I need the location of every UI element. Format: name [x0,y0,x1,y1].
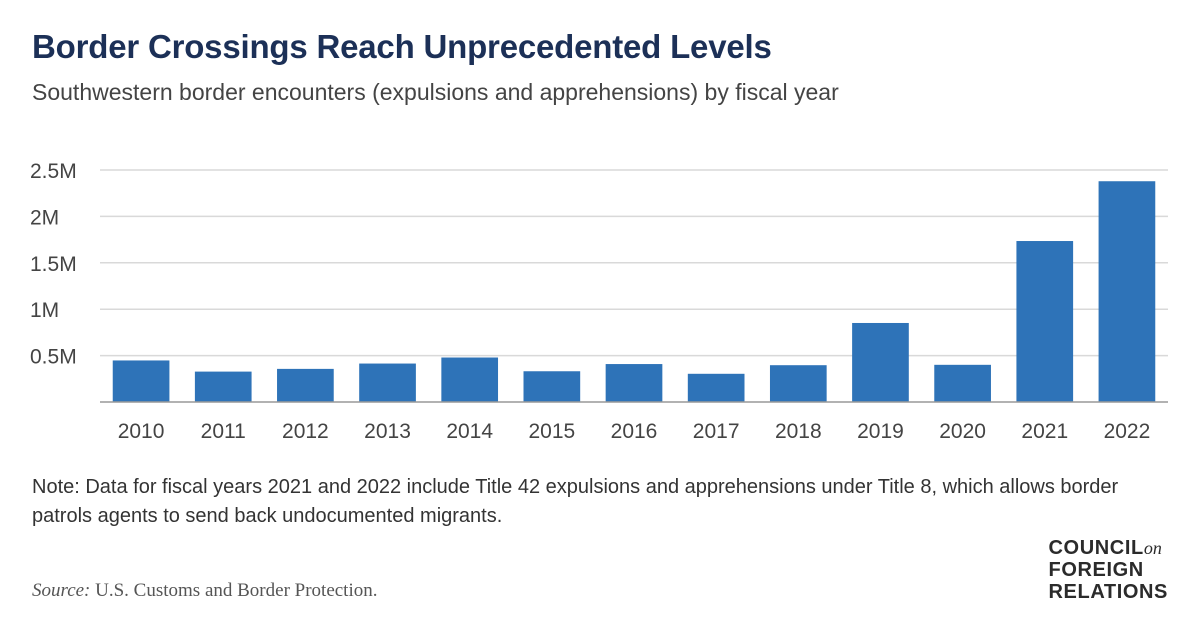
chart-note: Note: Data for fiscal years 2021 and 202… [32,476,1119,527]
x-tick-label: 2014 [446,420,493,443]
chart-title: Border Crossings Reach Unprecedented Lev… [32,28,772,65]
x-tick-label: 2012 [282,420,329,443]
x-tick-label: 2018 [775,420,822,443]
bar [277,368,334,402]
source-label: Source: [32,580,91,601]
x-tick-label: 2011 [201,420,246,443]
x-tick-label: 2010 [118,420,165,443]
logo-on: on [1143,538,1162,558]
bar [441,357,499,402]
source-text: U.S. Customs and Border Protection. [95,580,378,601]
x-tick-label: 2017 [693,420,740,443]
logo-line-relations: RELATIONS [1048,581,1168,603]
y-tick-label: 1.5M [30,253,77,276]
logo-line-foreign: FOREIGN [1048,559,1144,581]
bar [359,363,416,402]
cfr-logo: COUNCILon FOREIGN RELATIONS [1049,537,1168,603]
chart-subtitle: Southwestern border encounters (expulsio… [32,79,839,105]
y-tick-label: 2.5M [30,160,77,183]
bar [769,365,827,402]
bar [523,371,581,402]
bar [194,371,252,402]
y-tick-label: 1M [30,299,59,322]
y-tick-label: 0.5M [30,346,77,369]
x-tick-label: 2016 [611,420,658,443]
y-tick-label: 2M [30,206,59,229]
x-tick-label: 2022 [1104,420,1151,443]
x-tick-label: 2015 [528,420,575,443]
bar [112,360,170,402]
bar [1016,241,1074,402]
bar [687,373,745,402]
source-line: Source: U.S. Customs and Border Protecti… [32,580,378,602]
x-tick-label: 2020 [939,420,986,443]
bar [605,364,663,402]
bar [934,364,991,402]
bar-chart: 0.5M 1M 1.5M 2M 2.5M 2010 2011 2012 2013 2014 2015… [30,160,1168,443]
x-tick-label: 2013 [364,420,411,443]
x-tick-label: 2019 [857,420,904,443]
logo-line-council: COUNCIL [1048,537,1144,559]
x-tick-label: 2021 [1021,420,1068,443]
bar [852,322,909,402]
bar [1098,181,1156,402]
